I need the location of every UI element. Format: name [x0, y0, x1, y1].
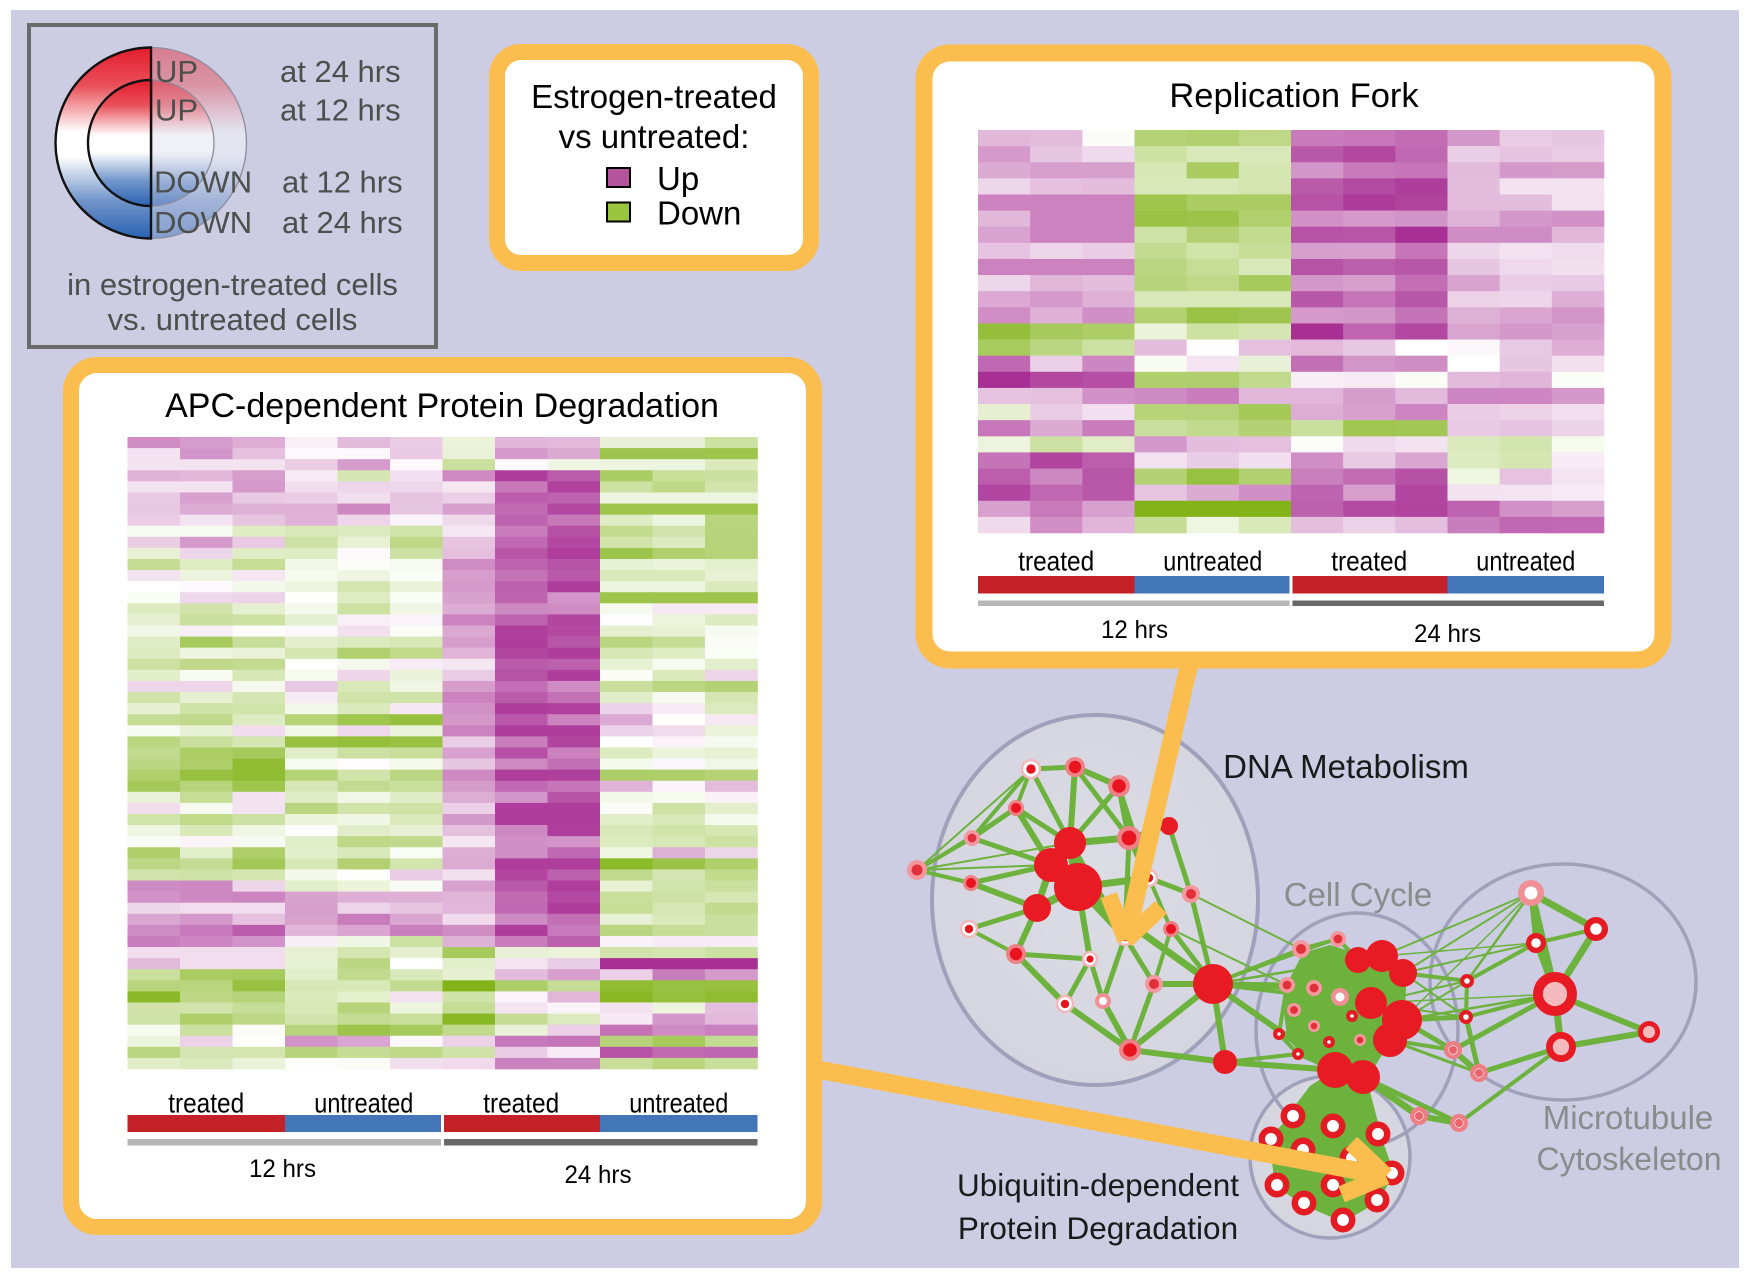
svg-text:APC-dependent Protein Degradat: APC-dependent Protein Degradation — [165, 387, 719, 425]
svg-text:untreated: untreated — [1163, 546, 1262, 577]
svg-text:untreated: untreated — [629, 1088, 728, 1119]
svg-text:Down: Down — [657, 195, 741, 232]
svg-text:at 12 hrs: at 12 hrs — [280, 93, 401, 128]
svg-text:Ubiquitin-dependent: Ubiquitin-dependent — [957, 1167, 1239, 1203]
svg-text:Replication Fork: Replication Fork — [1169, 77, 1419, 115]
svg-text:treated: treated — [1018, 546, 1094, 577]
svg-text:untreated: untreated — [1476, 546, 1575, 577]
svg-text:24 hrs: 24 hrs — [1414, 620, 1481, 648]
svg-text:untreated: untreated — [314, 1088, 413, 1119]
svg-text:Microtubule: Microtubule — [1543, 1099, 1714, 1136]
svg-text:at 24 hrs: at 24 hrs — [280, 54, 401, 89]
svg-text:in estrogen-treated cells: in estrogen-treated cells — [67, 267, 398, 302]
svg-text:Cytoskeleton: Cytoskeleton — [1537, 1141, 1722, 1177]
svg-text:treated: treated — [483, 1088, 559, 1119]
svg-text:UP: UP — [155, 93, 198, 128]
svg-text:Protein Degradation: Protein Degradation — [958, 1210, 1238, 1246]
svg-text:vs untreated:: vs untreated: — [559, 118, 750, 155]
svg-text:treated: treated — [1331, 546, 1407, 577]
svg-text:Up: Up — [657, 160, 699, 197]
svg-text:DOWN: DOWN — [154, 205, 252, 240]
svg-text:UP: UP — [155, 54, 198, 89]
svg-text:at 12 hrs: at 12 hrs — [282, 165, 403, 200]
svg-text:12 hrs: 12 hrs — [1101, 616, 1168, 644]
svg-text:vs. untreated cells: vs. untreated cells — [108, 302, 358, 337]
svg-text:Estrogen-treated: Estrogen-treated — [531, 78, 777, 115]
svg-text:12 hrs: 12 hrs — [249, 1155, 316, 1183]
svg-text:treated: treated — [168, 1088, 244, 1119]
svg-text:DNA Metabolism: DNA Metabolism — [1223, 748, 1469, 785]
svg-text:Cell Cycle: Cell Cycle — [1284, 876, 1433, 913]
svg-text:DOWN: DOWN — [154, 165, 252, 200]
svg-text:at 24 hrs: at 24 hrs — [282, 205, 403, 240]
svg-text:24 hrs: 24 hrs — [565, 1161, 632, 1189]
